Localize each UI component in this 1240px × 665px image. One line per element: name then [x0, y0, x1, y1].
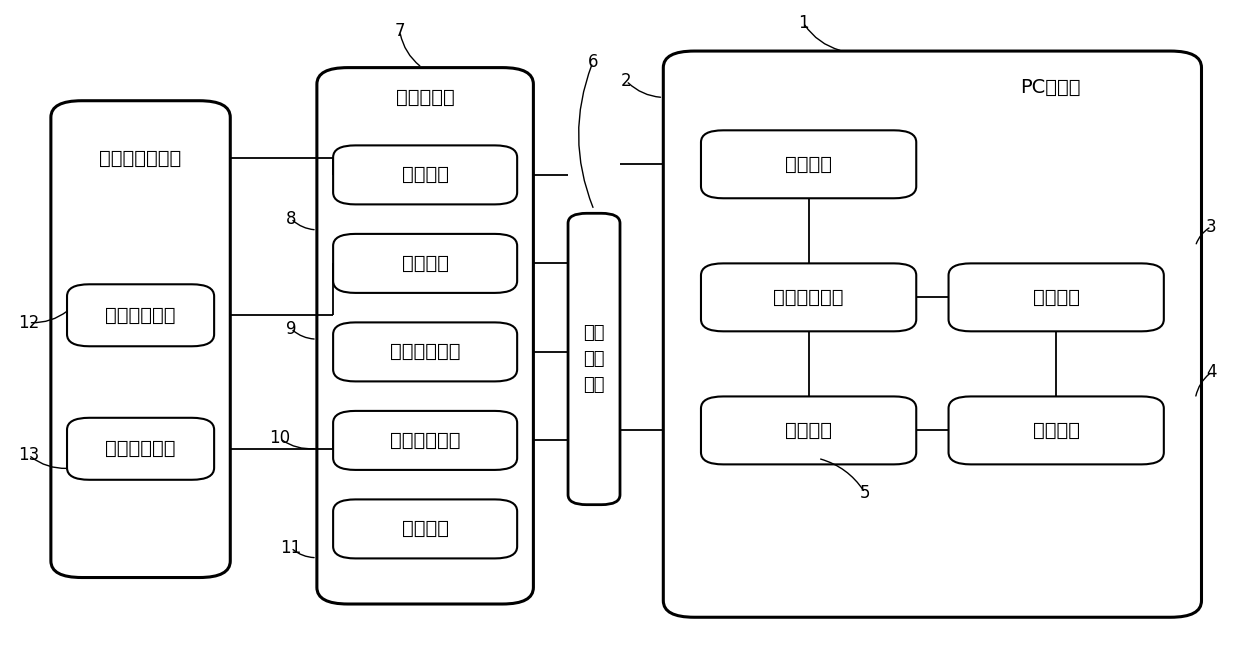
Text: 6: 6	[588, 53, 598, 71]
Text: 远程
通信
模块: 远程 通信 模块	[583, 324, 605, 394]
FancyBboxPatch shape	[51, 100, 231, 577]
Text: 漏点显示模块: 漏点显示模块	[105, 306, 176, 325]
Text: 13: 13	[19, 446, 40, 464]
Text: 12: 12	[19, 314, 40, 332]
Text: 1: 1	[797, 13, 808, 31]
Text: 控制模块: 控制模块	[785, 421, 832, 440]
FancyBboxPatch shape	[334, 323, 517, 382]
FancyBboxPatch shape	[701, 263, 916, 331]
Text: 档案记录模块: 档案记录模块	[105, 440, 176, 458]
FancyBboxPatch shape	[334, 146, 517, 204]
Text: 调用模块: 调用模块	[1033, 288, 1080, 307]
Text: 9: 9	[285, 319, 296, 338]
Text: 4: 4	[1207, 363, 1216, 381]
FancyBboxPatch shape	[949, 263, 1164, 331]
Text: 接收模块: 接收模块	[785, 155, 832, 174]
FancyBboxPatch shape	[334, 499, 517, 559]
Text: 登录模块: 登录模块	[402, 166, 449, 184]
Text: 10: 10	[269, 430, 290, 448]
Text: 7: 7	[394, 22, 405, 40]
Text: 存储模块: 存储模块	[1033, 421, 1080, 440]
Text: 2: 2	[621, 72, 631, 90]
FancyBboxPatch shape	[701, 130, 916, 198]
Text: 3: 3	[1207, 217, 1216, 235]
Text: PC端系统: PC端系统	[1021, 78, 1081, 97]
Text: 导航模块: 导航模块	[402, 519, 449, 539]
Text: 重叠处理模块: 重叠处理模块	[774, 288, 844, 307]
Text: 定位模块: 定位模块	[402, 254, 449, 273]
FancyBboxPatch shape	[663, 51, 1202, 617]
Text: 11: 11	[280, 539, 301, 557]
FancyBboxPatch shape	[334, 411, 517, 470]
FancyBboxPatch shape	[568, 213, 620, 505]
Text: 8: 8	[285, 209, 296, 227]
Text: 手机端系统: 手机端系统	[396, 88, 455, 106]
Text: 输出显示模块: 输出显示模块	[389, 431, 460, 450]
FancyBboxPatch shape	[67, 285, 215, 346]
FancyBboxPatch shape	[334, 234, 517, 293]
FancyBboxPatch shape	[317, 68, 533, 604]
FancyBboxPatch shape	[67, 418, 215, 479]
FancyBboxPatch shape	[949, 396, 1164, 464]
Text: 数据上传模块: 数据上传模块	[389, 342, 460, 361]
FancyBboxPatch shape	[701, 396, 916, 464]
Text: 漏点工作卡系统: 漏点工作卡系统	[99, 148, 182, 168]
Text: 5: 5	[859, 483, 870, 502]
